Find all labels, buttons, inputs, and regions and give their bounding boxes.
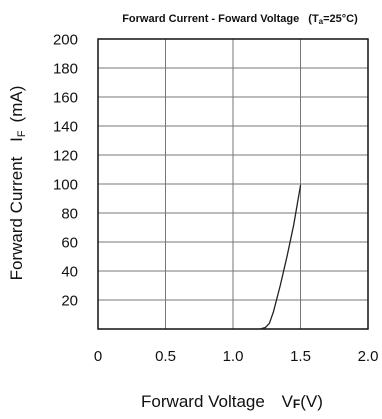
y-tick-label: 180 bbox=[53, 61, 78, 78]
chart-title-main: Forward Current - Foward Voltage bbox=[122, 13, 299, 25]
y-tick-label: 20 bbox=[61, 293, 78, 310]
chart-title: Forward Current - Foward Voltage (Ta=25°… bbox=[122, 13, 358, 26]
x-tick-label: 1.5 bbox=[290, 348, 311, 365]
plot-frame bbox=[97, 38, 369, 330]
chart-title-condition-suffix: =25°C) bbox=[323, 13, 358, 25]
tick-label-layer: 20 40 60 80 100 120 140 160 180 200 0 0.5 1.0 1.5 2.0 bbox=[53, 32, 378, 366]
chart-title-condition-prefix: (T bbox=[308, 13, 319, 25]
x-axis-label-symbol-sub: F bbox=[293, 397, 300, 411]
x-axis-label-unit: (V) bbox=[300, 392, 323, 411]
y-tick-label: 80 bbox=[61, 206, 78, 223]
y-axis-label-text: Forward Current bbox=[7, 156, 26, 280]
y-axis-label: Forward Current IF (mA) bbox=[7, 86, 28, 281]
x-axis-label-text: Forward Voltage bbox=[141, 392, 265, 411]
y-tick-label: 60 bbox=[61, 235, 78, 252]
x-tick-label: 0.5 bbox=[155, 348, 176, 365]
y-tick-label: 140 bbox=[53, 119, 78, 136]
y-tick-label: 100 bbox=[53, 177, 78, 194]
y-axis-label-symbol: I bbox=[7, 137, 26, 142]
grid-layer bbox=[98, 39, 368, 329]
y-tick-label: 40 bbox=[61, 264, 78, 281]
y-tick-label: 160 bbox=[53, 90, 78, 107]
series-line bbox=[259, 184, 302, 330]
chart-title-condition-sub: a bbox=[319, 17, 324, 26]
x-axis-label-symbol: V bbox=[282, 392, 294, 411]
x-axis-label: Forward Voltage VF(V) bbox=[141, 392, 323, 411]
y-tick-label: 200 bbox=[53, 32, 78, 49]
y-tick-label: 120 bbox=[53, 148, 78, 165]
x-tick-label: 1.0 bbox=[223, 348, 244, 365]
y-axis-label-symbol-sub: F bbox=[16, 130, 28, 137]
x-tick-label: 2.0 bbox=[358, 348, 379, 365]
y-axis-label-unit: (mA) bbox=[7, 86, 26, 123]
series-layer bbox=[259, 184, 302, 330]
x-tick-label: 0 bbox=[94, 348, 102, 365]
